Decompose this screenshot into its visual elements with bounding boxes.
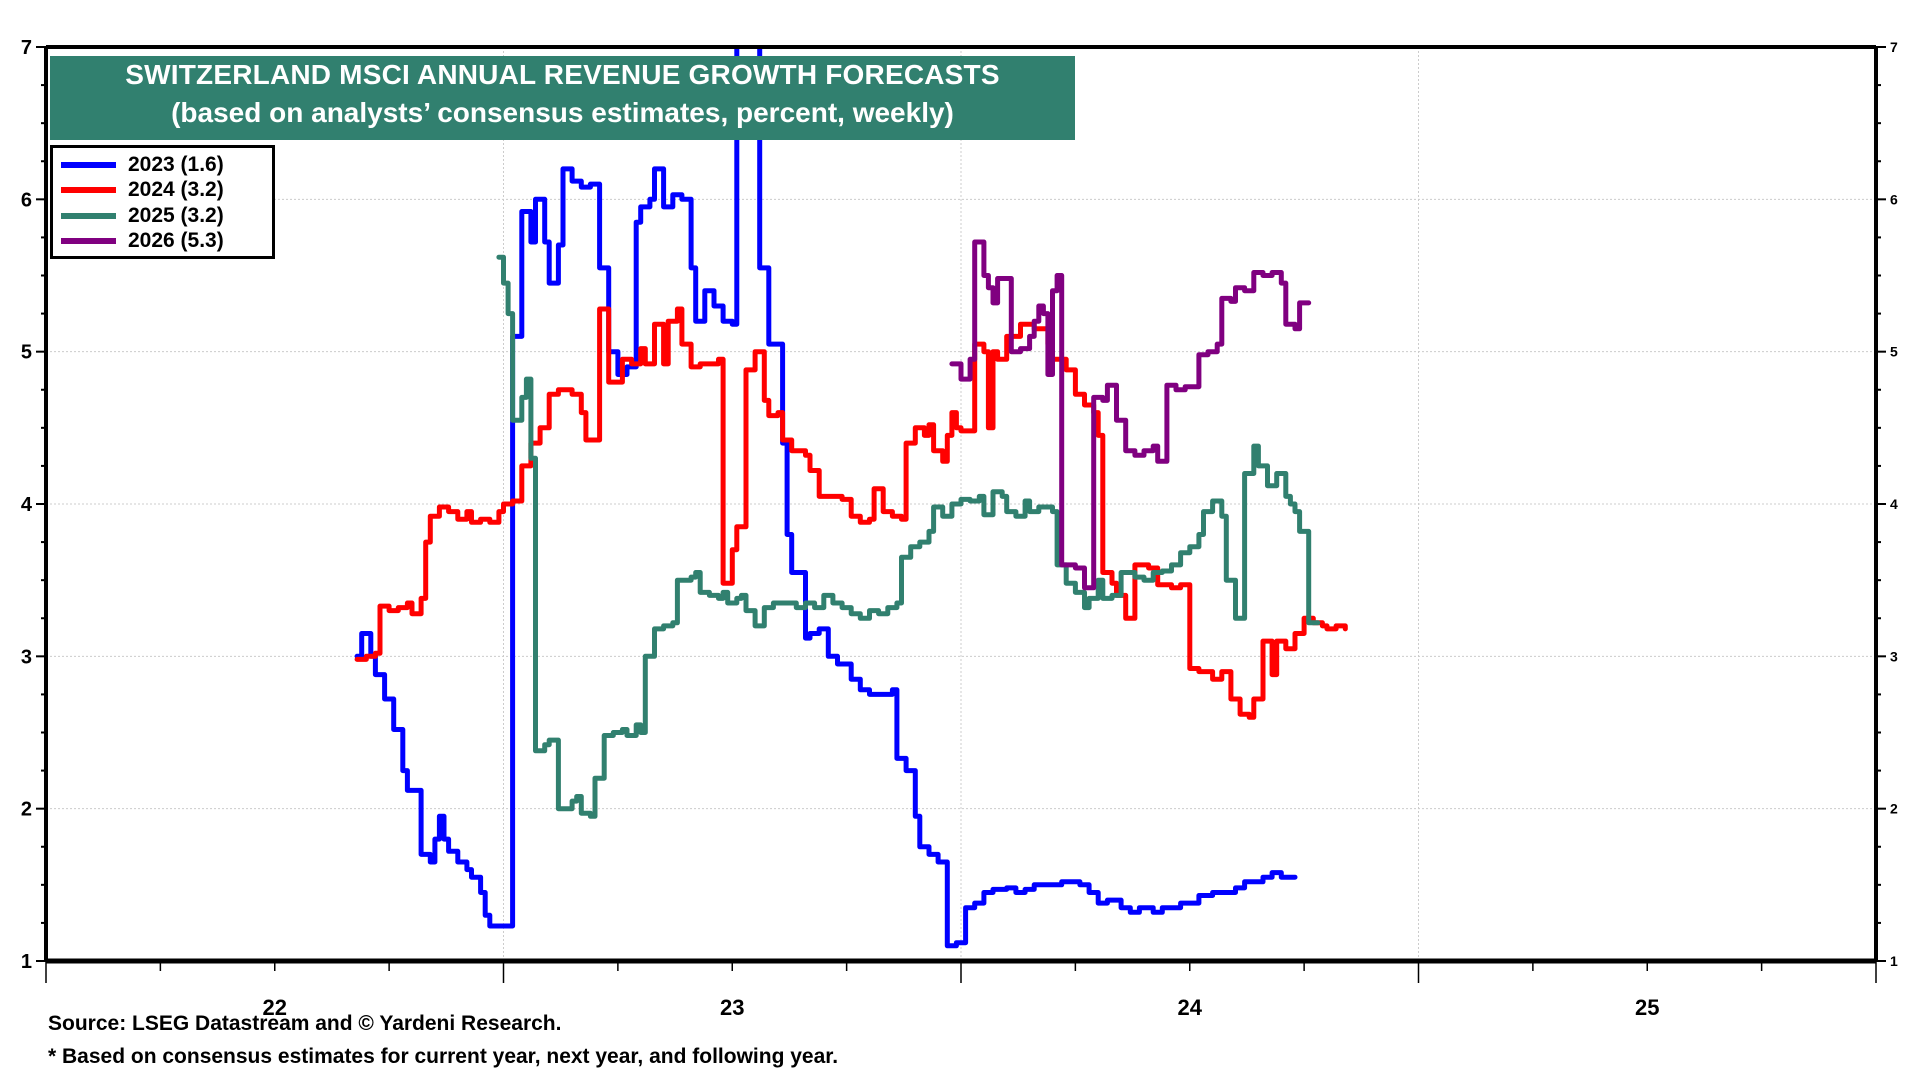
y-axis-left-labels: 1 2 3 4 5 6 7 (21, 37, 33, 973)
axes (36, 45, 1886, 983)
legend-item: 2023 (1.6) (61, 152, 264, 178)
series-line-2023 (354, 45, 1298, 949)
y-tick-label-right: 2 (1890, 801, 1898, 817)
gridlines (46, 47, 1876, 961)
legend-swatch-2025 (61, 212, 116, 219)
legend-swatch-2024 (61, 187, 116, 194)
legend-swatch-2026 (61, 238, 116, 245)
x-axis-labels: 22 23 24 25 (263, 995, 1660, 1020)
x-tick-label: 22 (263, 995, 287, 1020)
y-tick-label-left: 3 (21, 646, 32, 668)
y-tick-label-left: 6 (21, 189, 32, 211)
y-tick-label-right: 3 (1890, 648, 1898, 664)
series-line-2024 (354, 306, 1348, 720)
y-tick-label-right: 5 (1890, 344, 1898, 360)
y-tick-label-right: 4 (1890, 496, 1898, 512)
legend-item: 2025 (3.2) (61, 203, 264, 229)
y-tick-label-left: 7 (21, 37, 32, 59)
chart-subtitle: (based on analysts’ consensus estimates,… (171, 97, 954, 128)
x-tick-label: 24 (1178, 995, 1203, 1020)
x-tick-label: 23 (720, 995, 744, 1020)
legend-item: 2026 (5.3) (61, 229, 264, 255)
y-tick-label-right: 1 (1890, 953, 1898, 969)
x-tick-label: 25 (1635, 995, 1659, 1020)
series-line-2025 (496, 254, 1321, 819)
legend-label-2025: 2025 (3.2) (128, 203, 224, 227)
legend-swatch-2023 (61, 161, 116, 168)
y-tick-label-left: 4 (21, 494, 33, 516)
legend-label-2024: 2024 (3.2) (128, 178, 224, 202)
legend-label-2023: 2023 (1.6) (128, 152, 224, 176)
footnote: * Based on consensus estimates for curre… (48, 1045, 839, 1068)
chart-title-box: SWITZERLAND MSCI ANNUAL REVENUE GROWTH F… (50, 56, 1075, 140)
y-tick-label-right: 7 (1890, 39, 1898, 55)
legend: 2023 (1.6) 2024 (3.2) 2025 (3.2) 2026 (5… (50, 145, 275, 259)
y-tick-label-left: 1 (21, 951, 32, 973)
source-note: Source: LSEG Datastream and © Yardeni Re… (48, 1012, 562, 1035)
legend-label-2026: 2026 (5.3) (128, 229, 224, 253)
series-layer (354, 45, 1348, 949)
y-tick-label-left: 2 (21, 799, 32, 821)
y-tick-label-left: 5 (21, 342, 32, 364)
series-line-2026 (949, 239, 1312, 591)
legend-item: 2024 (3.2) (61, 178, 264, 204)
chart-title: SWITZERLAND MSCI ANNUAL REVENUE GROWTH F… (125, 59, 1000, 90)
y-tick-label-right: 6 (1890, 191, 1898, 207)
y-axis-right-labels: 1 2 3 4 5 6 7 (1890, 39, 1898, 969)
